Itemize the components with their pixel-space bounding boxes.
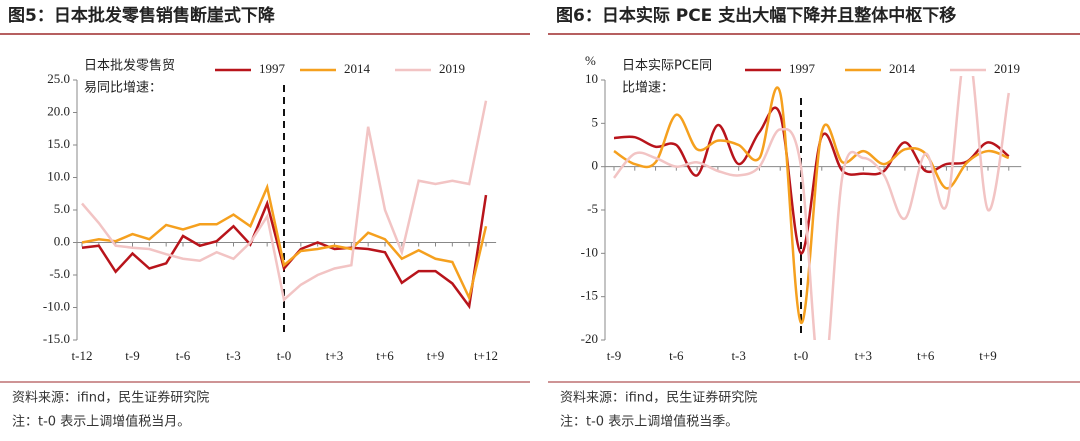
legend-label: 2014	[344, 61, 371, 76]
x-tick-label: t+6	[917, 348, 935, 363]
series-line	[613, 76, 1011, 340]
x-tick-label: t-9	[125, 348, 139, 363]
y-tick-label: 10.0	[47, 168, 70, 183]
legend-label: 1997	[789, 61, 816, 76]
y-tick-label: 20.0	[47, 103, 70, 118]
legend-label: 2019	[994, 61, 1020, 76]
unit: %	[585, 53, 596, 68]
x-tick-label: t-0	[277, 348, 291, 363]
y-tick-label: 5	[592, 114, 599, 129]
x-tick-label: t+9	[427, 348, 444, 363]
y-tick-label: -15.0	[43, 331, 70, 346]
y-tick-label: 10	[585, 71, 598, 86]
series-line	[81, 183, 488, 302]
y-tick-label: -15	[581, 288, 598, 303]
y-tick-label: -10	[581, 244, 598, 259]
y-label: 日本实际PCE同	[622, 59, 712, 74]
y-tick-label: 25.0	[47, 71, 70, 86]
y-label: 比增速：	[622, 81, 674, 96]
note: 注：t-0 表示上调增值税当月。	[12, 414, 190, 430]
chart-title: 图6：日本实际 PCE 支出大幅下降并且整体中枢下移	[556, 5, 956, 26]
x-tick-label: t-3	[731, 348, 745, 363]
series-line	[81, 100, 488, 303]
y-tick-label: -5	[587, 201, 598, 216]
y-tick-label: 5.0	[54, 201, 70, 216]
series-line	[613, 86, 1010, 324]
note: 注：t-0 表示上调增值税当季。	[560, 414, 738, 430]
x-tick-label: t-6	[669, 348, 684, 363]
y-tick-label: 15.0	[47, 136, 70, 151]
y-tick-label: 0	[592, 158, 599, 173]
x-tick-label: t-12	[72, 348, 93, 363]
y-tick-label: -10.0	[43, 298, 70, 313]
x-tick-label: t+3	[326, 348, 343, 363]
x-tick-label: t+9	[979, 348, 996, 363]
x-tick-label: t+6	[376, 348, 394, 363]
source: 资料来源：ifind，民生证券研究院	[560, 390, 757, 406]
x-tick-label: t-3	[226, 348, 240, 363]
y-tick-label: -5.0	[49, 266, 70, 281]
x-tick-label: t-9	[607, 348, 621, 363]
y-label: 日本批发零售贸	[84, 58, 175, 74]
x-tick-label: t+3	[855, 348, 872, 363]
x-tick-label: t-0	[794, 348, 808, 363]
x-tick-label: t-6	[176, 348, 191, 363]
legend-label: 1997	[259, 61, 286, 76]
y-tick-label: 0.0	[54, 233, 70, 248]
series-line	[81, 194, 488, 310]
y-label: 易同比增速：	[84, 81, 162, 96]
legend-label: 2014	[889, 61, 916, 76]
chart-title: 图5：日本批发零售销售断崖式下降	[8, 5, 276, 26]
legend-label: 2019	[439, 61, 465, 76]
source: 资料来源：ifind，民生证券研究院	[12, 390, 209, 406]
x-tick-label: t+12	[474, 348, 498, 363]
y-tick-label: -20	[581, 331, 598, 346]
